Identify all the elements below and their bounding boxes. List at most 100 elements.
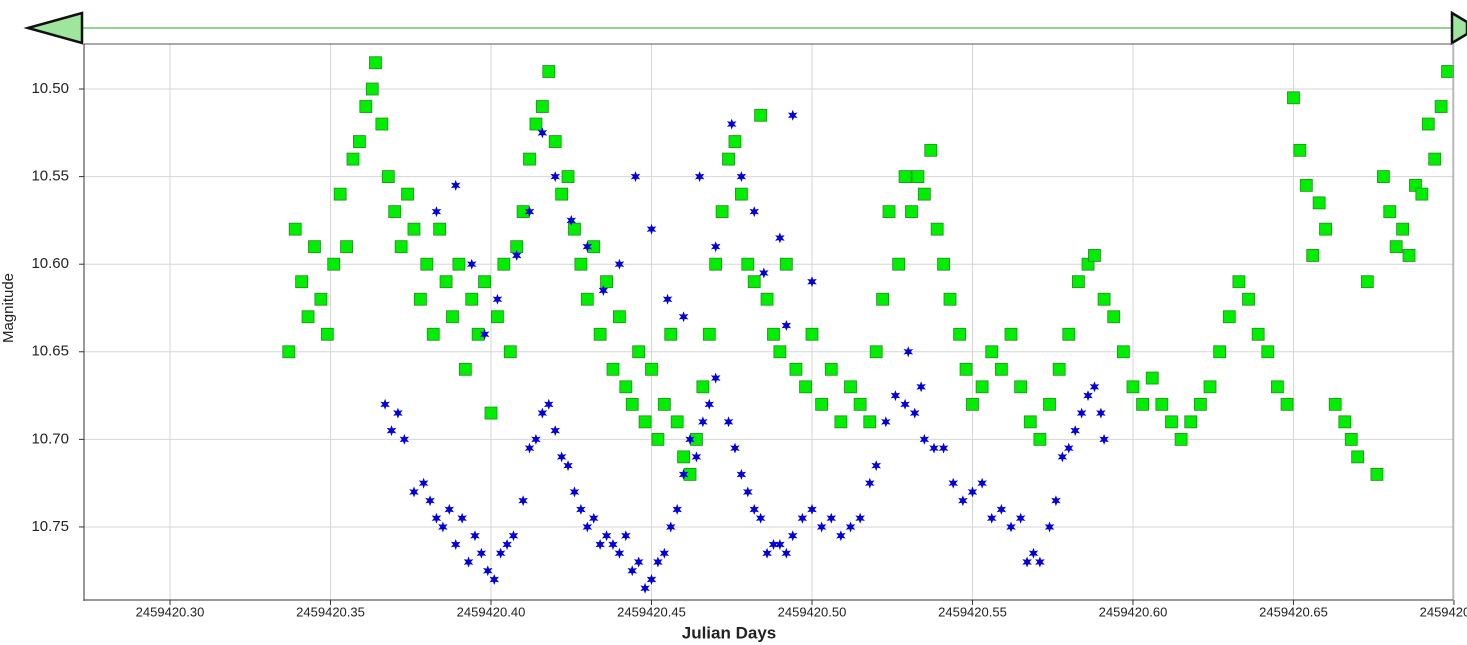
y-tick-label: 10.65 [31, 343, 69, 360]
data-point [696, 380, 710, 394]
data-point [646, 574, 657, 585]
data-point [489, 574, 499, 585]
data-point [924, 143, 938, 157]
data-point [566, 214, 576, 226]
data-point [977, 477, 987, 489]
data-point [1434, 100, 1448, 113]
data-point [627, 565, 637, 577]
data-point [900, 398, 910, 410]
data-point [320, 327, 334, 341]
data-point [614, 258, 625, 270]
data-point [401, 187, 414, 201]
data-point [1088, 249, 1101, 262]
data-point [890, 390, 901, 402]
data-point [555, 187, 569, 201]
data-point [694, 171, 705, 183]
data-point [346, 152, 360, 166]
data-point [1062, 327, 1076, 341]
data-point [723, 416, 734, 428]
navigator[interactable] [23, 10, 1467, 46]
data-point [537, 127, 548, 139]
data-point [903, 346, 914, 358]
data-point [491, 310, 504, 324]
data-point [948, 477, 958, 489]
data-point [426, 327, 440, 341]
data-point [381, 170, 395, 184]
data-point [340, 240, 353, 254]
data-point [653, 556, 663, 568]
data-point [582, 241, 593, 253]
data-point [1015, 512, 1026, 524]
data-point [452, 257, 466, 271]
data-point [966, 397, 979, 411]
x-tick-label: 2459420.40 [457, 604, 526, 619]
data-point [749, 206, 759, 218]
data-point [569, 486, 580, 498]
data-point [1155, 397, 1169, 411]
data-point [470, 530, 480, 542]
data-point [768, 539, 779, 550]
data-point [760, 292, 774, 306]
data-point [834, 415, 848, 429]
y-tick-label: 10.50 [31, 80, 69, 97]
data-point [1096, 407, 1106, 419]
data-point [685, 433, 695, 445]
data-point [380, 398, 390, 410]
data-point [882, 205, 896, 219]
data-point [563, 460, 573, 472]
scroll-right[interactable] [1450, 10, 1467, 46]
data-point [816, 521, 827, 533]
data-point [799, 380, 812, 394]
data-point [308, 240, 321, 254]
data-point [865, 477, 875, 489]
data-point [503, 345, 517, 359]
x-tick-label: 2459420.50 [778, 604, 847, 619]
data-point [1116, 345, 1130, 359]
data-point [747, 275, 761, 289]
x-tick-label: 2459420.65 [1259, 604, 1328, 619]
data-point [754, 108, 768, 122]
data-point [638, 415, 652, 429]
data-point [478, 275, 491, 289]
data-point [1076, 407, 1087, 419]
scroll-left[interactable] [23, 11, 84, 45]
data-point [394, 240, 408, 254]
data-point [606, 362, 620, 376]
data-point [467, 258, 477, 270]
data-point [479, 328, 490, 340]
data-point [365, 82, 379, 96]
data-point [537, 407, 548, 419]
grid [84, 44, 1455, 600]
data-point [476, 547, 487, 559]
data-point [524, 206, 535, 218]
data-point [1222, 310, 1236, 324]
data-point [1203, 380, 1217, 394]
data-point [911, 170, 925, 184]
data-point [672, 503, 682, 515]
data-point [646, 223, 657, 235]
x-tick-label: 2459420.30 [136, 604, 205, 619]
data-point [1319, 222, 1332, 236]
data-point [531, 433, 541, 445]
data-point [898, 170, 912, 184]
data-point [399, 433, 410, 445]
data-point [736, 171, 747, 183]
data-point [741, 257, 755, 271]
data-point [1213, 345, 1227, 359]
data-point [704, 398, 714, 410]
data-point [1287, 91, 1300, 105]
data-point [1299, 178, 1313, 192]
data-point [561, 170, 575, 184]
data-point [779, 257, 793, 271]
data-point [1136, 397, 1150, 411]
data-point [1145, 371, 1159, 385]
data-point [736, 468, 747, 480]
data-point [550, 425, 560, 437]
data-point [431, 512, 442, 524]
data-point [727, 118, 737, 130]
data-point [919, 433, 930, 445]
data-point [288, 222, 302, 236]
data-point [295, 275, 309, 289]
data-point [722, 152, 735, 166]
data-point [314, 292, 328, 306]
